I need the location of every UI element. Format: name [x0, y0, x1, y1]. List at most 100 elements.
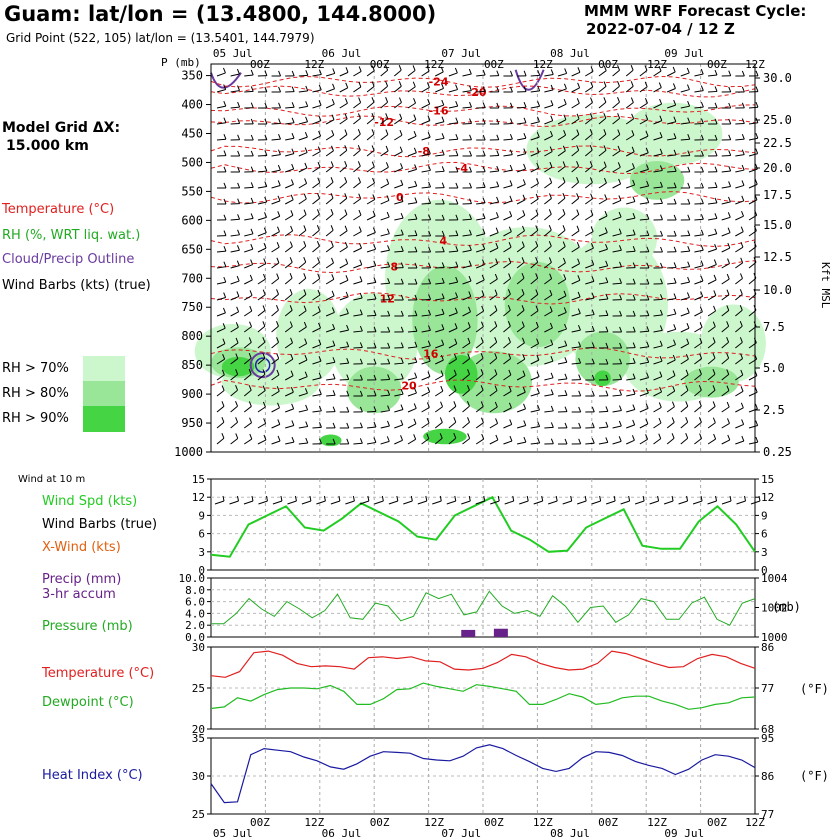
- wind-barb: [407, 234, 417, 237]
- wind-barb: [632, 310, 636, 317]
- wind-barb: [262, 337, 266, 343]
- temperature-contour: [210, 191, 756, 204]
- wind-barb: [380, 166, 389, 173]
- wind-barb: [387, 420, 390, 427]
- wind-barb: [626, 378, 636, 381]
- wind-barb: [631, 113, 635, 120]
- wind-barb: [680, 138, 690, 141]
- wind-barb: [516, 277, 525, 285]
- wind-barb: [441, 324, 445, 330]
- wind-barb: [285, 153, 295, 157]
- wind-barb: [680, 343, 689, 349]
- wind-barb: [630, 81, 634, 87]
- wind-barb: [428, 262, 432, 269]
- wind-barb: [727, 242, 731, 249]
- wind-barb: [325, 134, 335, 141]
- wind-barb: [694, 234, 704, 237]
- wind-barb: [639, 423, 649, 429]
- wind-barb: [516, 261, 525, 269]
- wind-barb: [435, 170, 445, 173]
- wind-barb: [755, 70, 759, 77]
- wind-barb: [612, 69, 620, 77]
- wind-barb: [740, 241, 744, 248]
- wind-barb: [448, 297, 458, 301]
- wind-barb: [700, 85, 704, 91]
- wind-barb: [544, 229, 552, 237]
- wind-barb: [564, 373, 568, 380]
- wind-barb: [285, 441, 295, 445]
- wind-barb: [271, 358, 280, 365]
- wind-barb: [530, 245, 538, 253]
- time-axis-bottom-label: 08 Jul: [550, 827, 590, 840]
- wind-barb: [289, 289, 293, 295]
- wind-barb: [721, 186, 731, 189]
- wind-barb-10m: [475, 500, 485, 505]
- wind-barb: [700, 150, 704, 157]
- wind-barb: [721, 154, 731, 157]
- wind-barb: [680, 266, 690, 269]
- wind-barb: [312, 426, 322, 429]
- wind-barb-10m: [439, 495, 442, 502]
- wind-barb: [235, 401, 238, 407]
- pressure-tick-label: 900: [181, 387, 203, 401]
- wind-barb: [373, 260, 377, 267]
- wind-barb: [394, 134, 403, 141]
- wind-barb: [475, 373, 484, 381]
- wind-barb: [353, 102, 361, 109]
- wind-barb: [612, 266, 622, 269]
- wind-barb: [673, 182, 677, 188]
- wind-barb: [400, 435, 403, 441]
- wind-barb: [475, 264, 485, 269]
- wind-barb: [516, 293, 525, 301]
- wind-barb: [489, 390, 498, 397]
- wind-barb: [576, 98, 580, 104]
- wind-barb: [455, 245, 459, 252]
- wind-barb: [550, 372, 554, 378]
- wind-barb: [735, 358, 743, 365]
- wind-barb: [298, 105, 308, 109]
- wind-barb-10m: [504, 500, 514, 505]
- wind-barb: [448, 358, 457, 365]
- time-axis-top-label: 12Z: [533, 58, 553, 71]
- wind-barb: [312, 104, 322, 109]
- temperature-tick-label: 30: [192, 641, 205, 654]
- wind-barb: [330, 177, 334, 183]
- temperature-contour: [210, 347, 756, 360]
- wind-barb: [632, 342, 636, 348]
- wind-barb: [666, 104, 676, 109]
- wind-barb: [264, 165, 268, 172]
- wind-barb: [494, 337, 498, 343]
- time-axis-top-label: 05 Jul: [213, 47, 253, 60]
- wind-barb: [557, 394, 568, 397]
- wind-barb: [645, 434, 649, 440]
- wind-barb: [278, 86, 282, 93]
- wind-barb: [598, 86, 607, 93]
- wind-barb-10m: [251, 495, 254, 502]
- wind-barb: [721, 263, 730, 269]
- wind-barb: [455, 261, 459, 267]
- wind-barb: [216, 405, 225, 413]
- wind-barb: [285, 122, 295, 125]
- wind-barb: [400, 212, 404, 219]
- wind-barb: [248, 369, 252, 375]
- wind-barb: [414, 213, 418, 220]
- wind-barb: [673, 308, 677, 315]
- wind-barb: [387, 342, 391, 349]
- wind-barb: [585, 314, 595, 317]
- wind-barb: [507, 289, 511, 295]
- wind-barb: [530, 442, 540, 445]
- wind-barb: [366, 281, 376, 285]
- wind-barb: [598, 101, 607, 109]
- wind-barb: [257, 373, 266, 381]
- wind-barb: [667, 313, 677, 317]
- pressure-axis-label: P (mb): [161, 56, 201, 69]
- wind-barb: [223, 84, 227, 90]
- wind-barb-10m: [663, 500, 674, 505]
- wind-barb: [469, 118, 472, 124]
- wind-barb: [489, 232, 499, 237]
- wind-barb: [598, 166, 607, 173]
- wind-barb: [317, 306, 321, 312]
- wind-barb-10m: [750, 500, 761, 505]
- wind-barb: [619, 374, 623, 380]
- wind-barb: [230, 438, 239, 445]
